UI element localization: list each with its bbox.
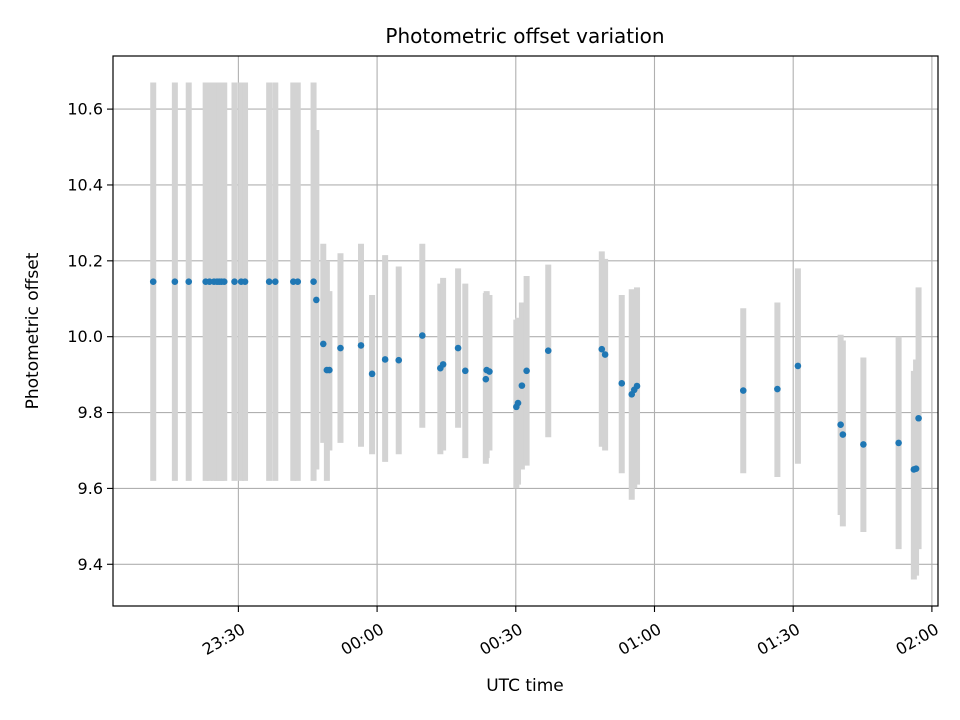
data-point [310,278,317,285]
y-axis-label: Photometric offset [23,252,43,409]
data-point [357,342,365,349]
data-points [149,278,922,473]
data-point [454,344,462,352]
data-point [794,362,802,370]
data-point [271,278,279,285]
data-point [149,278,157,285]
data-point [598,345,606,353]
data-point [633,382,641,390]
data-point [601,351,609,358]
data-point [294,278,302,285]
data-point [839,431,847,438]
data-point [241,278,249,285]
data-point [231,278,238,285]
data-point [419,332,426,339]
data-point [544,347,552,355]
data-point [319,340,327,348]
data-point [860,441,867,448]
data-point [618,380,626,387]
data-point [395,356,403,364]
data-point [915,414,922,422]
plot-frame [112,55,939,607]
data-point [439,361,447,368]
data-point [518,382,526,389]
data-point [482,375,490,383]
data-point [739,387,747,394]
data-point [381,356,389,363]
data-point [171,278,179,285]
data-point [313,296,320,304]
data-point [337,344,344,352]
data-point [523,367,530,375]
y-tick-label: 9.6 [78,479,103,498]
y-tick-label: 10.6 [67,100,103,119]
y-tick-label: 10.4 [67,175,103,194]
data-point [185,278,193,285]
y-tick-label: 10.2 [67,251,103,270]
data-point [326,366,333,374]
data-point [895,439,902,447]
data-point [486,368,493,375]
data-point [220,278,228,285]
y-tick-label: 9.4 [78,555,103,574]
data-point [368,370,376,378]
data-point [912,465,920,472]
chart-title: Photometric offset variation [385,24,664,48]
data-point [837,421,844,428]
data-point [514,399,522,407]
x-axis-label: UTC time [486,676,564,696]
data-point [462,367,469,375]
data-point [265,278,273,285]
data-point [774,385,781,393]
y-tick-label: 10.0 [67,327,103,346]
y-tick-label: 9.8 [78,403,103,422]
